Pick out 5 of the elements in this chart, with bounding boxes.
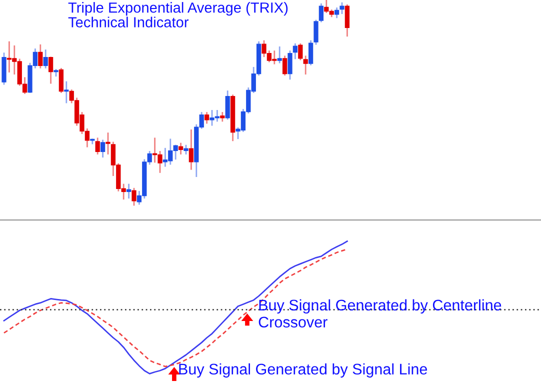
text: Triple Exponential Average (TRIX) Technical Indicator — [68, 2, 288, 28]
candlestick — [90, 138, 95, 144]
annotation: Buy Signal Generated by Signal Line — [179, 363, 428, 378]
candlestick — [220, 112, 225, 122]
annotation: Buy Signal Generated by Centerline Crossover — [258, 299, 502, 328]
